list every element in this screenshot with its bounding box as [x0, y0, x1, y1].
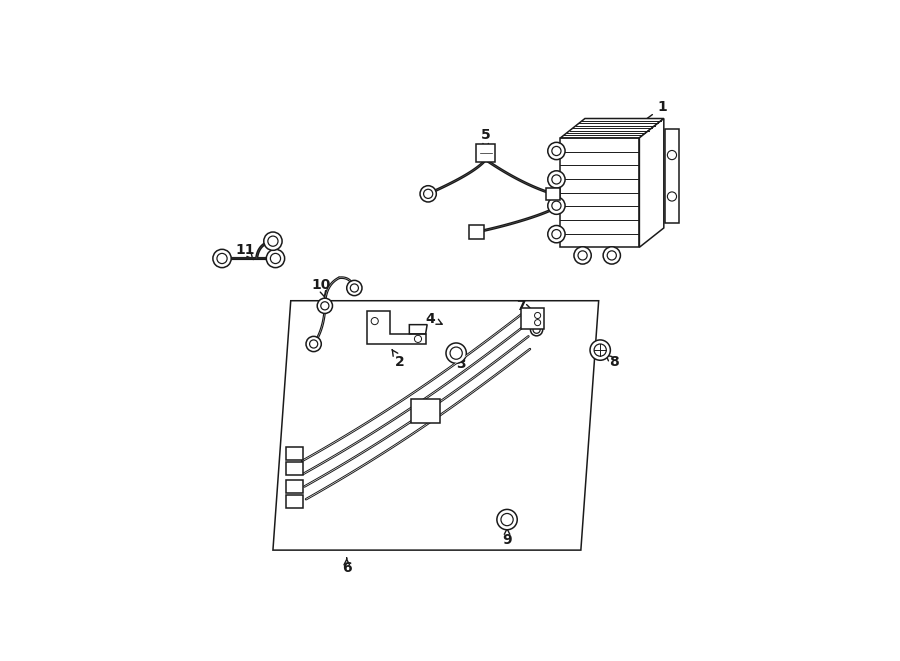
FancyBboxPatch shape: [476, 145, 495, 162]
Circle shape: [414, 335, 421, 342]
Circle shape: [548, 225, 565, 243]
Circle shape: [306, 336, 321, 352]
Polygon shape: [561, 138, 639, 247]
Circle shape: [213, 249, 231, 268]
Circle shape: [535, 319, 541, 326]
Circle shape: [530, 311, 543, 323]
Circle shape: [530, 324, 543, 336]
Text: 8: 8: [606, 355, 619, 369]
Circle shape: [420, 186, 436, 202]
FancyBboxPatch shape: [285, 480, 303, 493]
Text: 5: 5: [481, 128, 491, 149]
Text: 6: 6: [342, 558, 352, 575]
Text: 9: 9: [502, 527, 512, 547]
Polygon shape: [273, 301, 598, 550]
Circle shape: [497, 510, 518, 529]
Circle shape: [574, 247, 591, 264]
FancyBboxPatch shape: [285, 462, 303, 475]
Text: 3: 3: [456, 354, 466, 371]
Circle shape: [346, 280, 362, 295]
Circle shape: [266, 249, 284, 268]
Circle shape: [548, 197, 565, 214]
FancyBboxPatch shape: [469, 225, 484, 239]
Polygon shape: [639, 118, 664, 247]
Circle shape: [317, 298, 332, 313]
Circle shape: [371, 317, 378, 325]
FancyBboxPatch shape: [545, 188, 560, 200]
Circle shape: [603, 247, 620, 264]
Circle shape: [590, 340, 610, 360]
Circle shape: [264, 232, 282, 251]
FancyBboxPatch shape: [285, 447, 303, 460]
Circle shape: [535, 313, 541, 319]
FancyBboxPatch shape: [411, 399, 440, 423]
Circle shape: [668, 192, 677, 201]
Circle shape: [446, 343, 466, 364]
Text: 1: 1: [627, 100, 667, 133]
FancyBboxPatch shape: [521, 308, 544, 329]
Polygon shape: [665, 129, 680, 223]
Polygon shape: [561, 118, 664, 138]
Text: 11: 11: [235, 243, 255, 260]
Circle shape: [548, 142, 565, 160]
Polygon shape: [367, 311, 426, 344]
Polygon shape: [410, 325, 427, 334]
Text: 4: 4: [426, 311, 442, 325]
Circle shape: [668, 151, 677, 160]
Text: 10: 10: [311, 278, 331, 298]
FancyBboxPatch shape: [285, 495, 303, 508]
Circle shape: [548, 171, 565, 188]
Text: 2: 2: [392, 350, 405, 369]
Text: 7: 7: [517, 299, 532, 313]
